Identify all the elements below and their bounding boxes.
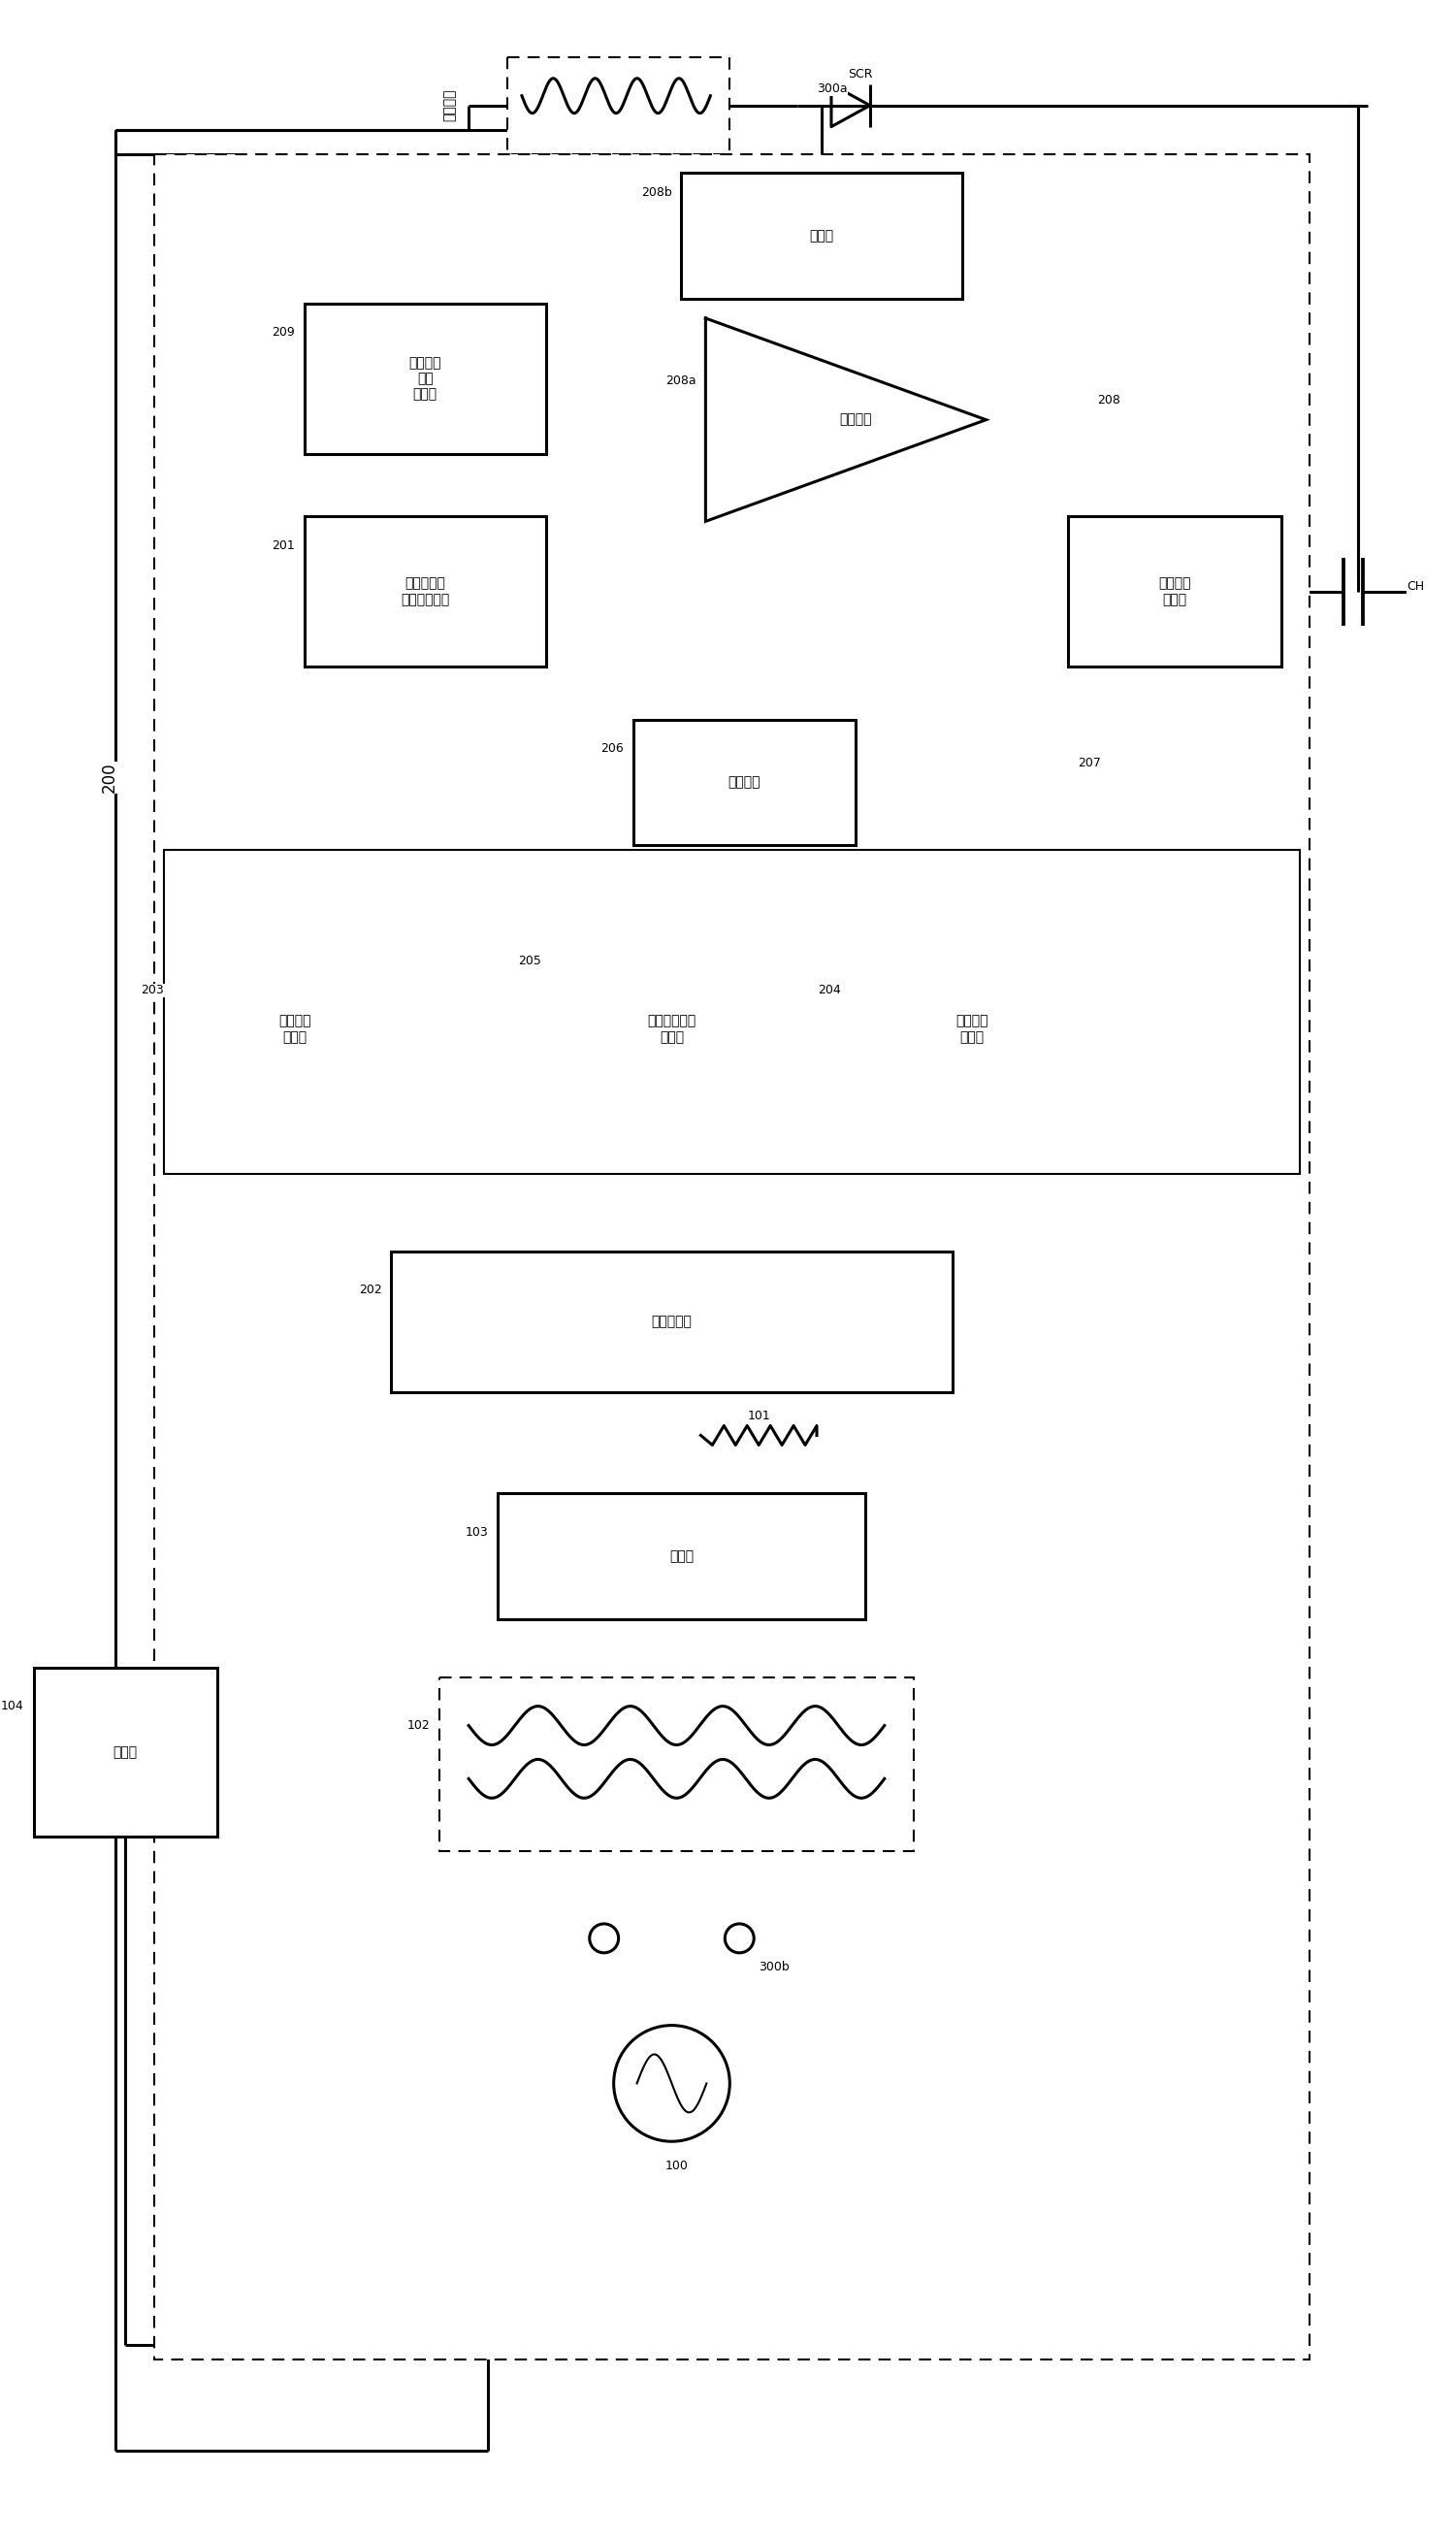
Text: 200: 200 xyxy=(100,761,118,792)
Text: 206: 206 xyxy=(600,741,623,754)
Text: 101: 101 xyxy=(747,1409,770,1421)
Text: 100: 100 xyxy=(665,2160,689,2173)
Bar xyxy=(304,518,546,667)
Text: 208b: 208b xyxy=(641,185,671,198)
Bar xyxy=(498,1492,865,1619)
Text: 202: 202 xyxy=(358,1284,381,1297)
Text: 脱扣线圈: 脱扣线圈 xyxy=(443,89,456,122)
Bar xyxy=(304,305,546,454)
Text: 208a: 208a xyxy=(665,376,696,388)
Text: 209: 209 xyxy=(271,327,294,340)
Text: 温度补偿恒
定电压电路段: 温度补偿恒 定电压电路段 xyxy=(400,576,450,607)
Text: 第二基准
电压
生成段: 第二基准 电压 生成段 xyxy=(409,355,441,401)
Text: 203: 203 xyxy=(141,985,165,997)
Text: 205: 205 xyxy=(518,954,542,967)
Text: SCR: SCR xyxy=(847,69,872,81)
Text: 全波放大段: 全波放大段 xyxy=(651,1315,692,1327)
Text: 207: 207 xyxy=(1077,756,1101,769)
Text: 比较器段: 比较器段 xyxy=(839,414,872,426)
Text: 300a: 300a xyxy=(817,84,847,96)
Text: 供电段: 供电段 xyxy=(114,1746,137,1759)
Bar xyxy=(440,1678,913,1850)
Text: 102: 102 xyxy=(406,1718,430,1731)
Text: 201: 201 xyxy=(271,538,294,551)
Text: 208: 208 xyxy=(1098,393,1120,406)
Text: 204: 204 xyxy=(818,985,842,997)
Text: 300b: 300b xyxy=(759,1962,789,1975)
Bar xyxy=(392,1251,952,1391)
Text: 正波周期
比较器: 正波周期 比较器 xyxy=(278,1015,310,1043)
Text: 负波周期
比较器: 负波周期 比较器 xyxy=(955,1015,987,1043)
Bar xyxy=(507,56,729,155)
Text: CH: CH xyxy=(1406,581,1424,594)
Text: 103: 103 xyxy=(464,1525,488,1538)
Bar xyxy=(681,173,962,299)
Text: 组合电路: 组合电路 xyxy=(728,777,760,789)
Bar xyxy=(33,1667,217,1838)
Text: 第一基准电压
生成段: 第一基准电压 生成段 xyxy=(648,1015,696,1043)
Bar xyxy=(1069,518,1281,667)
Text: 驱动段: 驱动段 xyxy=(810,228,834,244)
Text: 温度补偿
电流源: 温度补偿 电流源 xyxy=(1159,576,1191,607)
Bar xyxy=(633,721,856,845)
Bar xyxy=(550,931,792,1127)
Text: 滤波段: 滤波段 xyxy=(670,1551,693,1563)
Bar xyxy=(154,155,1310,2358)
Text: 104: 104 xyxy=(1,1700,23,1713)
Bar xyxy=(165,850,1300,1175)
